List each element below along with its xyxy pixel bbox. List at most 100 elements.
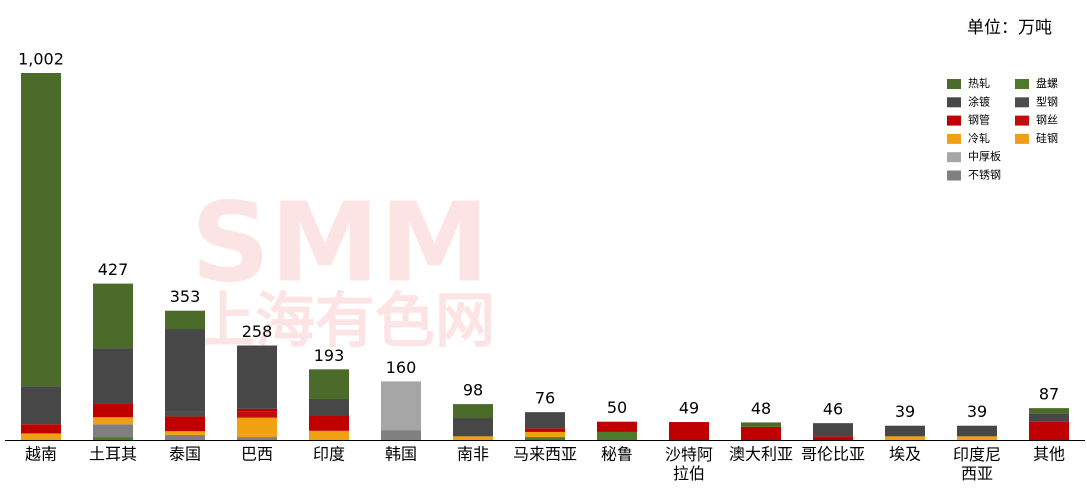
bar-segment [813,436,853,440]
total-label: 1,002 [18,50,64,69]
bar-segment [93,283,133,349]
bar-segment [1029,421,1069,440]
bar-segment [237,408,277,412]
total-label: 427 [98,260,129,279]
bar-segment [165,411,205,417]
legend-swatch [947,97,961,108]
legend-swatch [1015,97,1029,108]
legend-label: 不锈钢 [968,169,1001,182]
legend-label: 硅钢 [1036,132,1058,145]
legend-swatch [1015,133,1029,144]
total-label: 353 [170,287,201,306]
bar-segment [93,424,133,438]
bar-segment [1029,408,1069,414]
bar-segment [741,422,781,427]
bar-segment [669,422,709,440]
legend-label: 中厚板 [968,149,1001,163]
total-label: 46 [823,400,843,419]
bar-segment [309,398,349,416]
x-tick-label: 马来西亚 [513,445,577,464]
x-tick-label: 土耳其 [89,445,137,464]
bar-segment [165,310,205,330]
bar-segment [525,431,565,438]
bar-segment [525,412,565,429]
bar-segment [597,421,637,432]
bar-segment [237,437,277,440]
total-label: 87 [1039,385,1059,404]
bar-segment [237,411,277,418]
legend-label: 涂镀 [968,94,990,108]
x-tick-label: 其他 [1033,445,1065,464]
bar-segment [885,436,925,440]
x-tick-label: 沙特阿拉伯 [665,445,713,483]
bar-segment [885,425,925,437]
bar-segment [1029,413,1069,422]
unit-label: 单位：万吨 [967,18,1052,38]
x-tick-label: 埃及 [889,445,921,464]
total-label: 39 [895,402,915,421]
bar-segment [381,381,421,431]
legend-swatch [947,115,961,126]
legend-swatch [947,79,961,89]
watermark-name: 上海有色网 [195,287,495,357]
legend-label: 钢管 [968,113,990,127]
total-label: 48 [751,399,771,418]
x-tick-label: 印度 [313,445,345,464]
bar-segment [381,430,421,440]
bar-segment [93,437,133,440]
bar-segment [93,417,133,425]
legend-swatch [1015,79,1029,89]
total-label: 258 [242,322,273,341]
bar-segment [21,433,61,440]
bar-segment [957,425,997,437]
bar-segment [957,436,997,440]
total-label: 98 [463,381,483,400]
bar-segment [237,417,277,435]
x-tick-label: 巴西 [241,445,273,464]
bar-segment [21,73,61,387]
bar-segment [165,431,205,435]
x-tick-label: 秘鲁 [601,445,633,464]
legend-swatch [947,152,961,163]
bar-segment [237,345,277,409]
bar-segment [93,403,133,418]
total-label: 160 [386,358,417,377]
total-label: 193 [314,346,345,365]
bar-segment [165,329,205,412]
x-tick-label: 泰国 [169,445,201,464]
x-tick-label: 韩国 [385,445,417,464]
legend-swatch [947,133,961,144]
legend-swatch [947,170,961,181]
legend-label: 盘螺 [1036,76,1058,90]
bar-segment [813,423,853,437]
bar-segment [453,404,493,419]
bar-segment [237,434,277,438]
bar-segment [93,348,133,404]
total-label: 50 [607,398,627,417]
total-label: 39 [967,402,987,421]
bar-segment [165,434,205,440]
bar-segment [309,369,349,399]
bar-segment [453,418,493,437]
bar-segment [597,431,637,440]
total-label: 76 [535,389,555,408]
bar-segment [525,437,565,440]
bar-segment [741,426,781,440]
legend-label: 钢丝 [1036,114,1058,127]
x-tick-label: 南非 [457,445,489,464]
legend-label: 热轧 [968,76,990,90]
bar-segment [21,424,61,434]
x-tick-label: 澳大利亚 [729,445,793,464]
x-tick-label: 印度尼西亚 [953,445,1001,483]
bar-segment [21,386,61,425]
bar-segment [525,428,565,432]
bar-segment [309,415,349,431]
bar-segment [453,436,493,440]
watermark-logo: SMM [191,178,489,306]
legend-label: 冷轧 [968,131,990,145]
bar-segment [309,430,349,440]
x-tick-label: 哥伦比亚 [801,445,865,464]
total-label: 49 [679,399,699,418]
legend-swatch [1015,115,1029,126]
